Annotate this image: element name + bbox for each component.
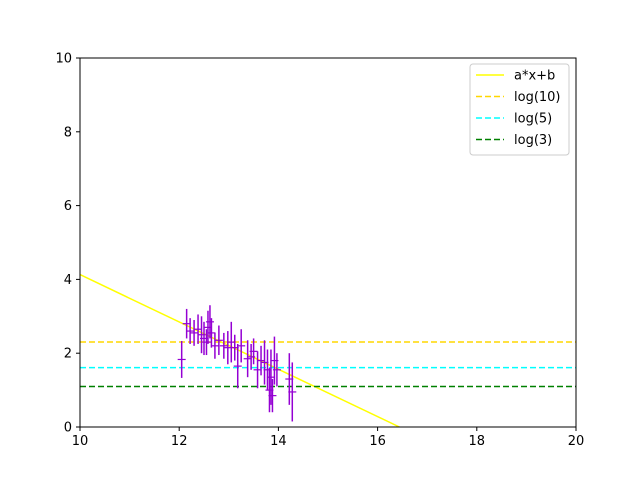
y-tick-label: 10 — [55, 52, 72, 67]
errorbar-point-8 — [202, 329, 211, 356]
legend-entry-1: a*x+b — [476, 69, 555, 84]
x-tick-label: 20 — [568, 434, 585, 449]
axes-frame — [79, 57, 577, 428]
legend-box — [469, 63, 570, 156]
errorbar-point-29 — [268, 379, 277, 413]
y-tick-label: 6 — [64, 199, 72, 214]
legend-label: log(10) — [514, 90, 561, 105]
errorbar-point-31 — [272, 353, 281, 387]
errorbar-point-15 — [223, 331, 232, 365]
legend-label: log(5) — [514, 112, 552, 127]
x-tick-label: 10 — [72, 434, 89, 449]
errorbar-point-20 — [243, 340, 252, 378]
plot-layer — [80, 273, 576, 427]
y-tick-label: 2 — [64, 347, 72, 362]
series-line-1 — [80, 273, 400, 427]
errorbar-point-4 — [190, 319, 199, 346]
legend: a*x+b log(10) log(5) log(3) — [469, 63, 570, 156]
errorbar-point-5 — [194, 314, 203, 344]
errorbar-point-1 — [177, 341, 186, 378]
x-tick-label: 16 — [369, 434, 386, 449]
errorbar-point-14 — [219, 332, 228, 359]
errorbar-point-13 — [214, 325, 223, 356]
x-tick-label: 14 — [270, 434, 287, 449]
x-tick-label: 18 — [469, 434, 486, 449]
errorbar-point-33 — [288, 362, 297, 422]
errorbar-point-16 — [227, 321, 236, 363]
x-tick-label: 12 — [171, 434, 188, 449]
legend-entry-3: log(5) — [476, 112, 552, 127]
errorbar-point-23 — [253, 351, 262, 389]
legend-entry-4: log(3) — [476, 133, 552, 148]
y-tick-label: 0 — [64, 421, 72, 436]
y-tick-label: 8 — [64, 125, 72, 140]
y-tick-label: 4 — [64, 273, 72, 288]
legend-label: log(3) — [514, 133, 552, 148]
errorbar-point-22 — [249, 338, 258, 365]
legend-label: a*x+b — [514, 69, 555, 84]
axes-layer: 10 12 14 16 18 20 0 2 4 6 8 10 — [55, 52, 584, 450]
legend-entry-2: log(10) — [476, 90, 561, 105]
errorbar-point-2 — [182, 308, 191, 339]
errorbar-point-3 — [186, 318, 195, 344]
errorbar-point-19 — [237, 329, 246, 363]
errorbar-point-11 — [207, 318, 216, 348]
errorbar-point-12 — [210, 332, 219, 359]
errorbar-point-18 — [233, 343, 242, 389]
errorbar-point-24 — [257, 345, 266, 376]
